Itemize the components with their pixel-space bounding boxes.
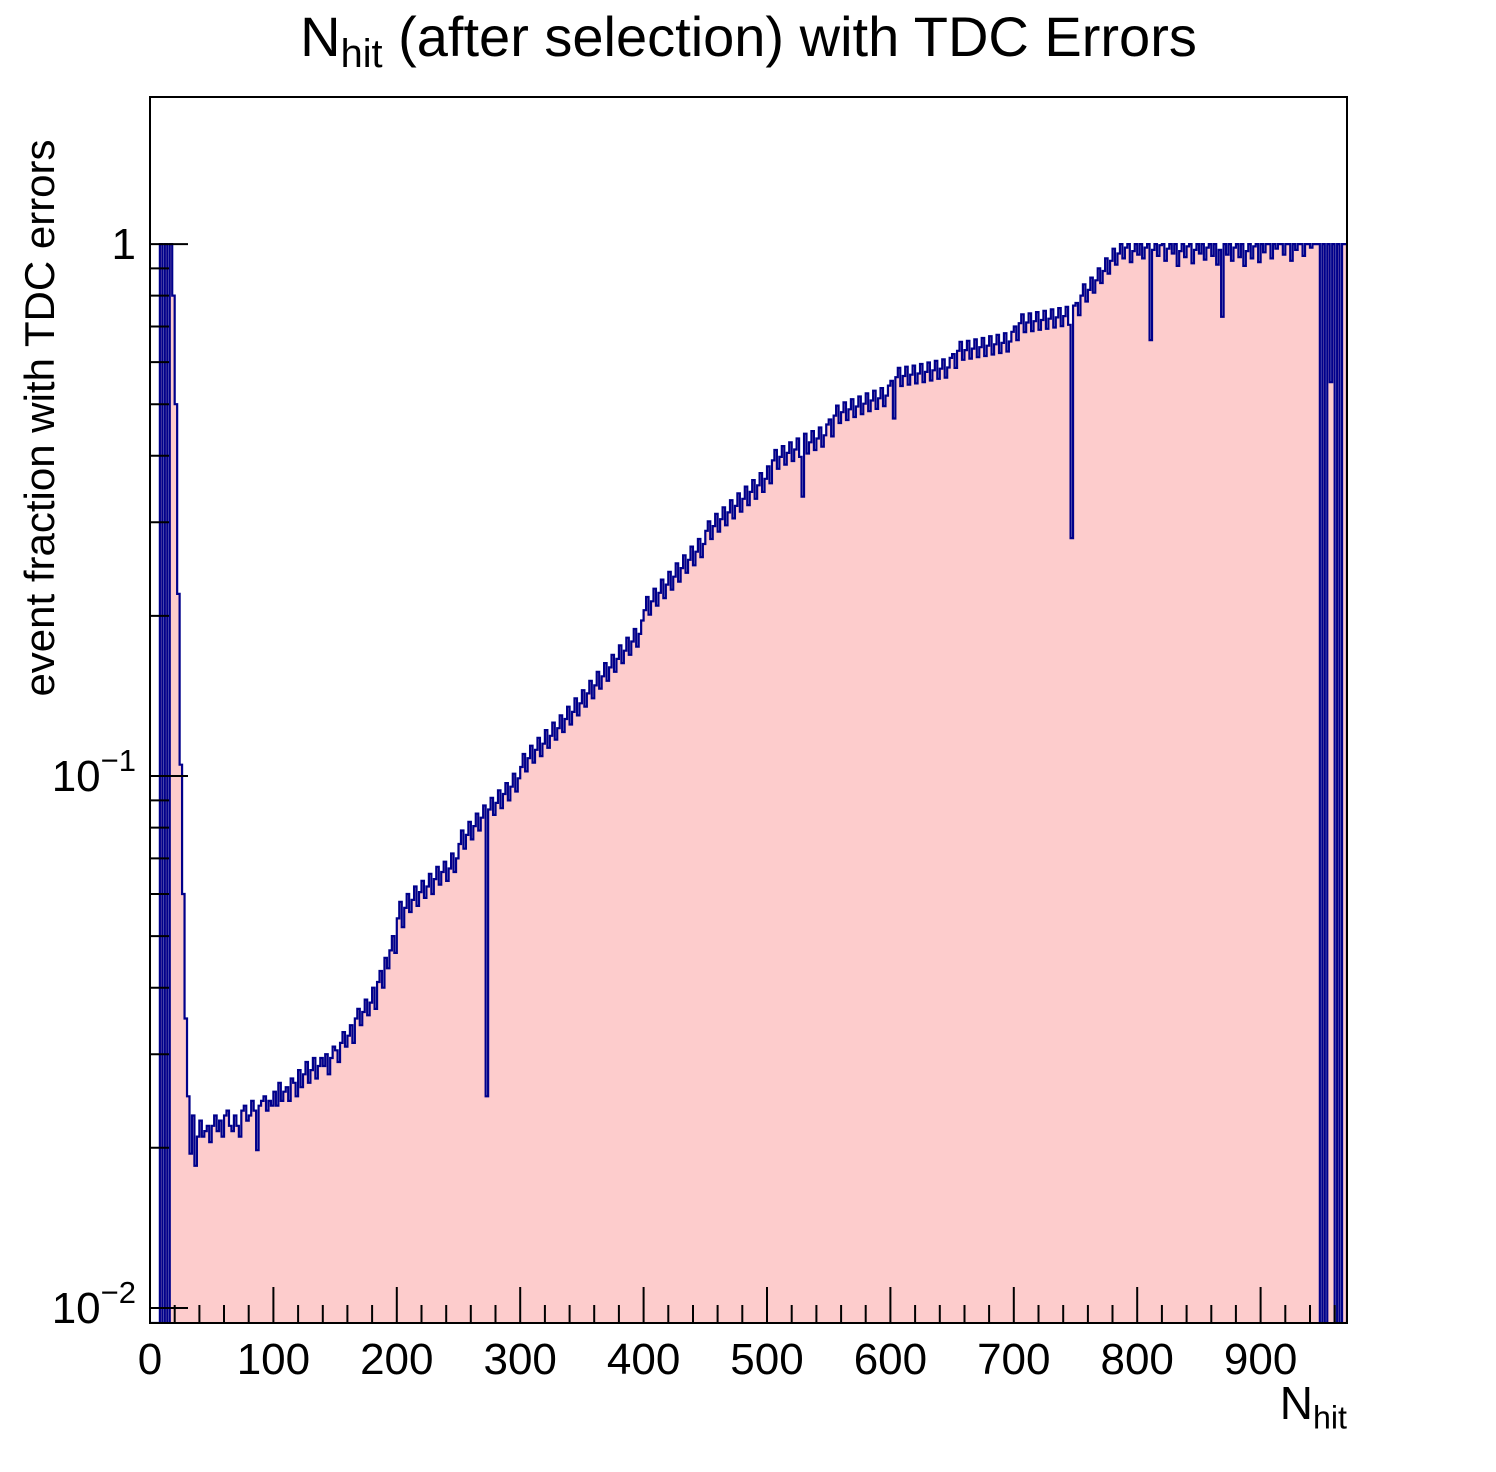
chart-title: Nhit (after selection) with TDC Errors: [150, 6, 1347, 85]
axis-tick-labels: 0 100 200 300 400 500 600 700 800 900 1 10−1 10−2: [52, 220, 1298, 1384]
x-tick-label: 500: [730, 1335, 803, 1384]
y-tick-label: 1: [112, 220, 136, 269]
x-tick-label: 300: [483, 1335, 556, 1384]
x-tick-label: 0: [138, 1335, 162, 1384]
axis-ticks: [149, 243, 1336, 1323]
chart-title-rest: (after selection) with TDC Errors: [382, 5, 1197, 68]
x-tick-label: 700: [977, 1335, 1050, 1384]
x-tick-label: 800: [1100, 1335, 1173, 1384]
chart-title-prefix: N: [300, 5, 341, 68]
histogram-outline: [150, 243, 1347, 1323]
y-tick-label: 10−2: [52, 1275, 136, 1333]
chart-title-subscript: hit: [340, 32, 383, 77]
plot-frame: [149, 96, 1348, 1324]
x-axis-title: Nhit: [1050, 1376, 1347, 1437]
x-tick-label: 900: [1224, 1335, 1297, 1384]
x-axis-title-subscript: hit: [1313, 1399, 1347, 1436]
x-axis-title-main: N: [1279, 1377, 1313, 1429]
x-tick-label: 100: [237, 1335, 310, 1384]
histogram-fill: [150, 244, 1347, 1323]
y-tick-label: 10−1: [52, 743, 136, 801]
x-tick-label: 400: [607, 1335, 680, 1384]
x-tick-label: 600: [854, 1335, 927, 1384]
x-tick-label: 200: [360, 1335, 433, 1384]
